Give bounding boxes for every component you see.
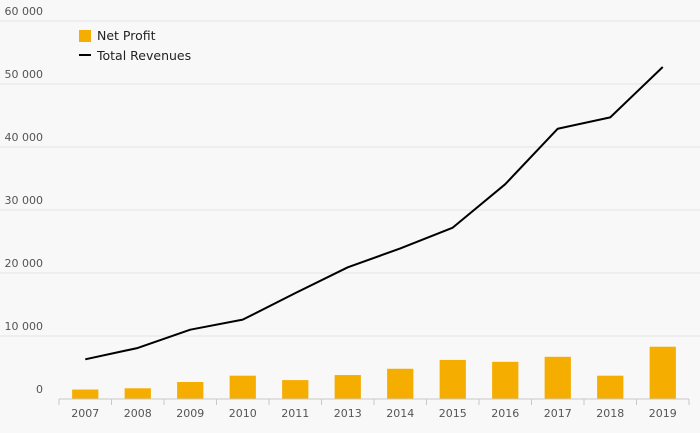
bar-layer — [72, 346, 676, 399]
x-tick-label: 2015 — [439, 407, 467, 420]
y-tick-label: 60 000 — [5, 5, 44, 18]
point-total-revenues[interactable] — [503, 182, 507, 186]
x-tick-label: 2017 — [544, 407, 572, 420]
x-tick-label: 2008 — [124, 407, 152, 420]
bar-net-profit[interactable] — [387, 368, 414, 399]
bar-net-profit[interactable] — [282, 380, 309, 399]
point-total-revenues[interactable] — [188, 328, 192, 332]
legend-label-net-profit: Net Profit — [97, 28, 156, 43]
point-total-revenues[interactable] — [556, 127, 560, 131]
bar-net-profit[interactable] — [229, 375, 256, 399]
bar-net-profit[interactable] — [177, 381, 204, 399]
bar-net-profit[interactable] — [334, 375, 361, 399]
y-tick-label: 0 — [36, 383, 43, 396]
legend-item-total-revenues[interactable]: Total Revenues — [79, 48, 191, 63]
x-tick-label: 2018 — [596, 407, 624, 420]
y-tick-label: 20 000 — [5, 257, 44, 270]
point-total-revenues[interactable] — [293, 291, 297, 295]
bar-net-profit[interactable] — [597, 375, 624, 399]
legend-item-net-profit[interactable]: Net Profit — [79, 28, 156, 43]
axis-layer: 0 10 000 20 000 30 000 40 000 50 000 60 000 200… — [5, 5, 690, 420]
x-tick-label: 2009 — [176, 407, 204, 420]
bar-net-profit[interactable] — [439, 359, 466, 399]
point-total-revenues[interactable] — [608, 115, 612, 119]
grid-layer — [0, 20, 700, 337]
point-total-revenues[interactable] — [136, 346, 140, 350]
point-total-revenues[interactable] — [661, 65, 665, 69]
x-tick-label: 2013 — [334, 407, 362, 420]
legend-swatch-net-profit — [79, 30, 91, 42]
x-tick-label: 2011 — [281, 407, 309, 420]
legend: Net Profit Total Revenues — [79, 28, 191, 63]
point-total-revenues[interactable] — [241, 318, 245, 322]
y-tick-label: 10 000 — [5, 320, 44, 333]
bar-net-profit[interactable] — [72, 389, 99, 399]
bar-net-profit[interactable] — [544, 356, 571, 399]
bar-net-profit[interactable] — [124, 388, 151, 399]
x-tick-label: 2010 — [229, 407, 257, 420]
line-total-revenues[interactable] — [85, 66, 664, 361]
legend-label-total-revenues: Total Revenues — [96, 48, 191, 63]
point-total-revenues[interactable] — [346, 265, 350, 269]
y-tick-label: 30 000 — [5, 194, 44, 207]
x-tick-label: 2019 — [649, 407, 677, 420]
bar-net-profit[interactable] — [492, 361, 519, 399]
x-tick-label: 2016 — [491, 407, 519, 420]
y-tick-label: 50 000 — [5, 68, 44, 81]
x-tick-label: 2014 — [386, 407, 414, 420]
line-layer — [83, 65, 665, 361]
bar-net-profit[interactable] — [649, 346, 676, 399]
x-tick-label: 2007 — [71, 407, 99, 420]
point-total-revenues[interactable] — [398, 246, 402, 250]
point-total-revenues[interactable] — [83, 357, 87, 361]
y-tick-label: 40 000 — [5, 131, 44, 144]
point-total-revenues[interactable] — [451, 226, 455, 230]
